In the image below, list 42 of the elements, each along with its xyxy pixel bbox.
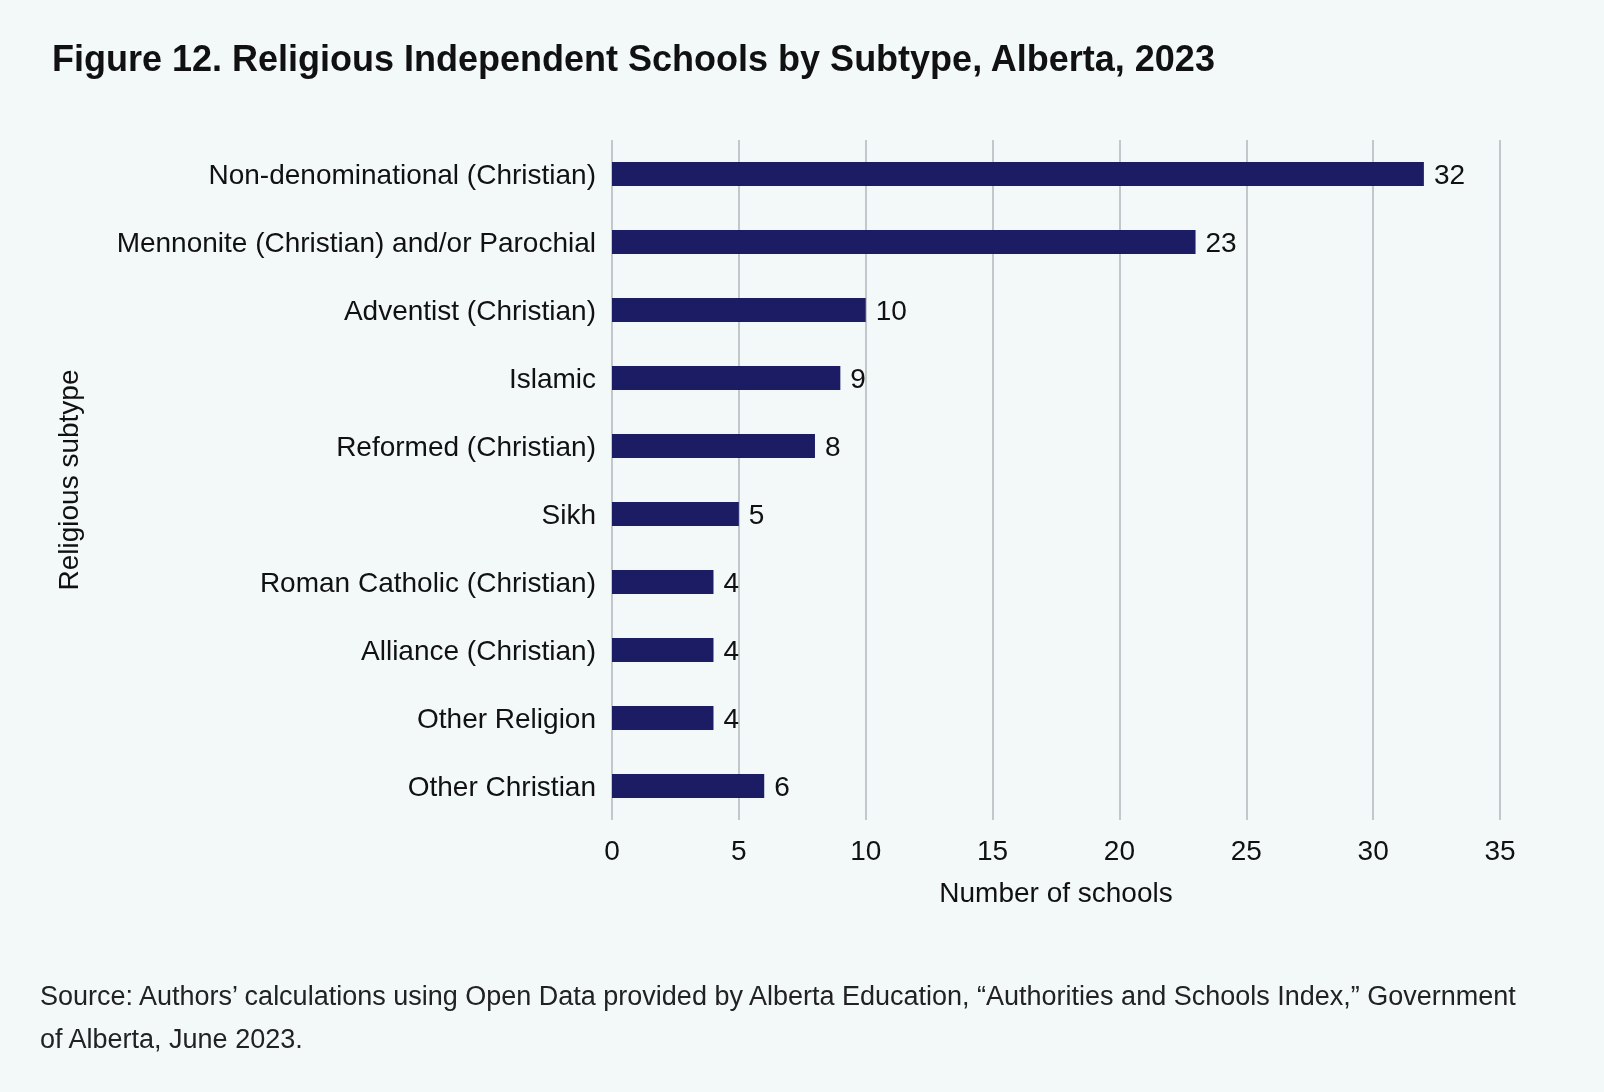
data-label: 4	[723, 634, 740, 666]
y-tick-label: Adventist (Christian)	[343, 294, 596, 326]
data-label: 9	[850, 362, 866, 394]
y-tick-label: Mennonite (Christian) and/or Parochial	[116, 226, 596, 258]
x-tick-label: 15	[976, 834, 1009, 866]
bar	[612, 638, 714, 662]
x-tick-label: 30	[1357, 834, 1389, 866]
y-tick-label: Islamic	[508, 362, 596, 394]
y-tick-label: Other Religion	[417, 702, 596, 734]
bar	[612, 502, 739, 526]
data-label: 10	[875, 294, 907, 326]
data-label: 23	[1205, 226, 1237, 258]
source-note: Source: Authors’ calculations using Open Data provided by Alberta Education, “Authorities and Schools Index,” Government of Alberta, June 2023.	[40, 980, 1517, 1057]
data-label: 5	[748, 498, 765, 530]
x-tick-label: 20	[1103, 834, 1136, 866]
y-tick-label: Reformed (Christian)	[336, 430, 596, 462]
y-tick-label: Roman Catholic (Christian)	[259, 566, 596, 598]
data-label: 32	[1433, 158, 1466, 190]
data-label: 4	[723, 566, 740, 598]
chart-title: Figure 12. Religious Independent Schools by Subtype, Alberta, 2023	[52, 38, 1215, 80]
y-tick-label: Alliance (Christian)	[361, 634, 596, 666]
x-tick-label: 5	[731, 834, 747, 866]
y-tick-label: Other Christian	[407, 770, 596, 802]
y-axis-title: Religious subtype	[52, 369, 84, 591]
bar	[612, 230, 1196, 254]
x-tick-label: 10	[850, 834, 882, 866]
bar	[612, 434, 815, 458]
bar	[612, 774, 765, 798]
bar	[612, 298, 866, 322]
data-label: 4	[723, 702, 740, 734]
y-tick-label: Non-denominational (Christian)	[208, 158, 596, 190]
bar	[612, 162, 1424, 186]
x-tick-label: 0	[604, 834, 620, 866]
y-tick-label: Sikh	[541, 498, 596, 530]
data-label: 8	[824, 430, 841, 462]
bar	[612, 366, 841, 390]
x-axis-title: Number of schools	[939, 876, 1173, 908]
bar	[612, 570, 714, 594]
data-label: 6	[774, 770, 790, 802]
x-tick-label: 25	[1230, 834, 1262, 866]
bar	[612, 706, 714, 730]
x-tick-label: 35	[1484, 834, 1516, 866]
